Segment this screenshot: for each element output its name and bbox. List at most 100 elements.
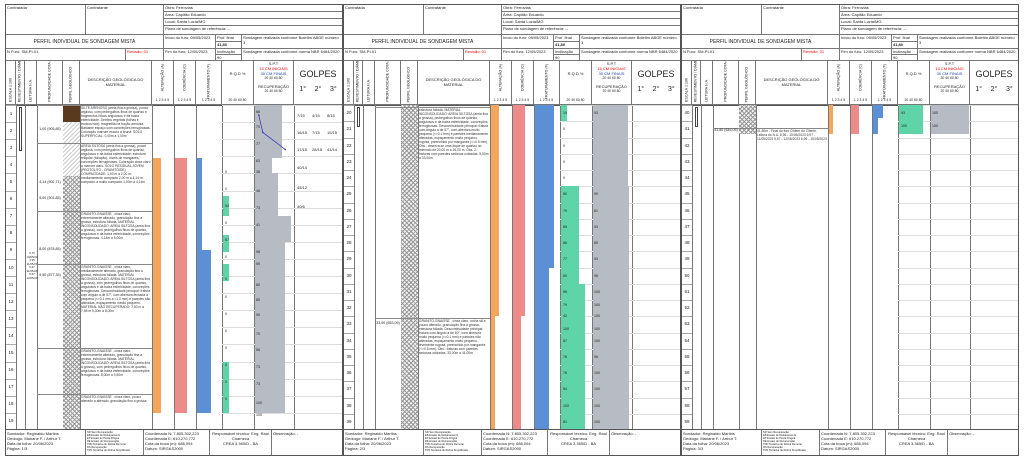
footer-pagina: Página: 3/3 [683,446,704,451]
depth-number: 17 [8,384,14,390]
depth-number: 54 [684,337,690,343]
spt-label: S.P.T [944,61,955,66]
perfil-solo-residual [63,122,80,176]
col-coerencia: COERÊNCIA (C) 1 2 3 4 5 [174,61,196,105]
depth-tick [344,105,354,106]
fraturamento-bar [535,105,555,268]
rqd-value: 0 [225,397,227,402]
report-title: PERFIL INDIVIDUAL DE SONDAGEM MISTA [6,35,164,49]
col-revestimento: REVESTIMENTO / DIÂMETRO [692,61,701,105]
footer-crea: CREA 3.365/D - BA [223,441,258,446]
layer-boundary [375,317,490,319]
depth-tick [682,153,692,155]
plano-field: Plano de sondagem de referência: -- [164,26,342,35]
report-title: PERFIL INDIVIDUAL DE SONDAGEM MISTA [344,35,502,49]
col-body-desc [418,105,491,430]
legend-item: EP Ensaio de Perda D'água [763,437,796,440]
col-body-alt [828,105,851,430]
coerencia-bar [513,316,521,430]
depth-number: 57 [684,386,690,392]
legend-item: RS Recuperação [425,446,445,449]
rqd-value: 42 [563,314,567,319]
recuperacao-value: 100 [594,302,600,307]
row-grid-line [898,381,1018,383]
norma-note: Sondagem realizada conforme norma NBR 64… [918,49,1018,61]
footer-responsavel: Responsável técnico: Eng. Raul Charneca C… [886,430,948,455]
recuperacao-value: 93 [594,257,598,262]
depth-tick [682,137,692,139]
sheet-header: Contratada Contratante Obra: Ferrovias Área… [682,5,1018,106]
col-escala: ESCALA 1:100 [6,61,16,105]
depth-number: 43 [684,158,690,164]
footer-coords: Coordenada N: 7.805.302,223 Coordenada E:… [144,430,210,455]
col-rqd: R.Q.D % 20 40 60 80 [898,61,930,105]
depth-tick [682,348,692,350]
recuperacao-bar [593,105,628,187]
depth-tick [344,348,354,350]
log-sheet-2: Contratada Contratante Obra: Ferrovias Área… [343,4,681,456]
depth-tick [344,218,354,220]
recuperacao-value: 90 [256,313,260,318]
col-descricao: DESCRIÇÃO GEOLÓGICA DO MATERIAL [756,61,828,105]
depth-tick [344,300,354,301]
revisao-field: Revisão: 01 [464,49,502,61]
col-coerencia-label: COERÊNCIA (C) [520,64,524,92]
spt-point [257,114,260,117]
sheet-footer: Sondador: Reginaldo Martins Geólogo: Mari… [344,429,680,455]
log-sheet-1: Contratada Contratante Obra: Ferrovias Área… [5,4,343,456]
rqd-bar [223,235,229,253]
coerencia-bar [175,158,187,413]
recuperacao-bar [255,158,273,174]
recuperacao-value: 100 [594,403,600,408]
depth-tick [344,316,354,318]
revestimento-marker [695,107,698,127]
depth-tick [682,105,692,106]
col-alteracao-label: ALTERAÇÃO (A) [836,64,840,92]
recuperacao-scale: 20 40 60 80 [264,89,283,93]
col-profundidade-label: PROFUNDIDADE COTA (m) [385,61,389,102]
row-grid-line [222,190,342,192]
depth-cota-note: 41,80 (645,05) [714,127,738,132]
recuperacao-bar [255,216,292,242]
recuperacao-value: 89 [594,241,598,246]
depth-tick [344,170,354,171]
layer-description: GRANITO-GNAISSE , cinza claro, rocha sã … [419,318,486,355]
depth-tick [344,251,354,253]
alteracao-bar [829,105,833,135]
obra-field: Obra: Ferrovias [502,5,680,12]
col-perfil-geologico-label: PERFIL GEOLÓGICO [406,66,411,102]
recuperacao-label: RECUPERAÇÃO [934,84,965,89]
legend-item: TRS Tentativa de Rotina Simplificada [425,449,468,452]
col-fraturamento-scale: 1 2 3 4 5 [201,98,216,102]
plano-field: Plano de sondagem de referência: -- [502,26,680,35]
revestimento-marker [357,107,360,127]
furo-number: N Furo: SM-PI-01 [682,49,802,61]
col-body-perfil [63,105,81,430]
legend-item: RE Ensaio de Recuperação [763,440,796,443]
row-grid-line [898,348,1018,350]
col-rqd: R.Q.D % 20 40 60 80 [560,61,592,105]
col-body-alt [490,105,513,430]
rqd-value: 77 [563,257,567,262]
rqd-value: 81 [563,419,567,424]
recuperacao-value: 41 [256,222,260,227]
col-body-revest [16,105,26,430]
depth-tick [344,121,354,123]
depth-number: 51 [684,288,690,294]
row-grid-line [222,105,342,106]
depth-tick [682,332,692,334]
golpe-value: 45/12 [297,185,308,191]
legend-item: TRD Tentativa de Rotina Demorar [425,443,465,446]
depth-tick [682,218,692,220]
col-body-desc [756,105,829,430]
col-alteracao-scale: 1 2 3 4 5 [155,98,170,102]
rqd-value: 100 [563,403,569,408]
recuperacao-value: 100 [594,338,600,343]
depth-tick [6,156,16,158]
obra-field: Obra: Ferrovias [840,5,1018,12]
footer-datum: Datum: SIRGAS2000 [821,446,860,451]
contratante-field: Contratante [86,5,164,35]
depth-tick [344,153,354,155]
depth-number: 58 [684,402,690,408]
layer-description: GRANITO-GNAISSE , cinza claro, extremame… [81,348,150,377]
